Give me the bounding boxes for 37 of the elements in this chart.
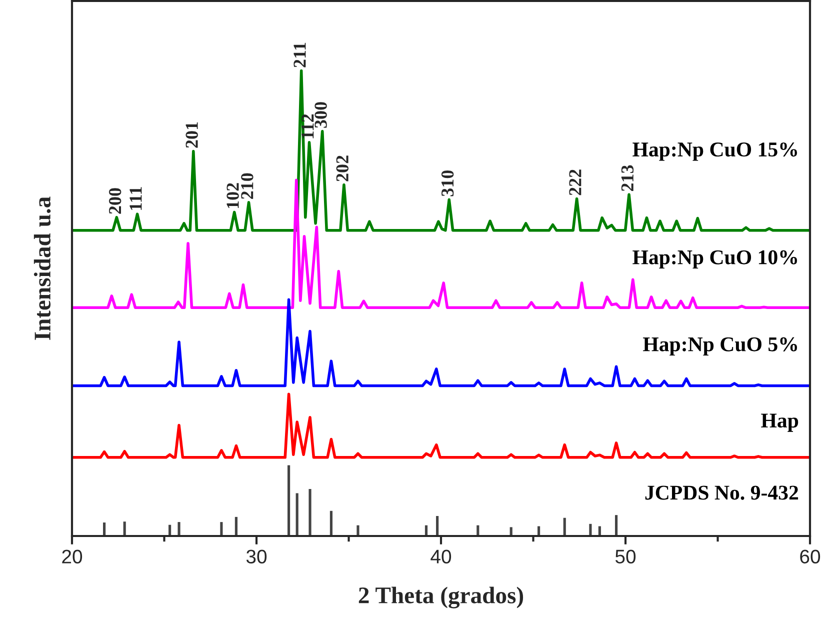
annotation: 102 [226,183,239,208]
bar [308,489,312,536]
annotation: 112 [302,114,314,138]
x-tick-label: 60 [800,550,820,564]
x-tick-label: 50 [615,550,636,564]
annotation: 210 [241,173,254,199]
bar [220,522,223,536]
x-tick-label: 20 [62,550,82,564]
annotation: 201 [186,122,198,148]
y-axis-title: Intensidad u.a [34,196,51,340]
bar [614,515,618,536]
annotation: 202 [336,156,348,182]
series-label: Hap [761,414,798,432]
annotation: 310 [441,170,454,196]
bar [123,522,126,536]
bar [356,525,360,536]
series-label: JCPDS No. 9-432 [645,486,798,500]
series-label: Hap:Np CuO 15% [632,142,797,161]
annotation: 200 [108,188,122,214]
bar [102,522,106,536]
annotation: 211 [294,42,306,68]
annotation: 222 [569,170,582,196]
x-tick-label: 30 [246,550,267,564]
annotation: 300 [314,102,327,128]
bar [330,510,333,536]
x-axis-title: 2 Theta (grados) [358,586,524,608]
annotation: 111 [130,187,142,210]
series-label: Hap:Np CuO 5% [643,337,797,356]
series-label: Hap:Np CuO 10% [632,250,797,269]
annotation: 213 [621,165,634,191]
bar [234,516,238,536]
bar [436,516,439,536]
bar [178,522,180,536]
bar [563,518,566,536]
x-tick-label: 40 [430,550,452,564]
bar [296,493,298,536]
bar [287,465,290,536]
